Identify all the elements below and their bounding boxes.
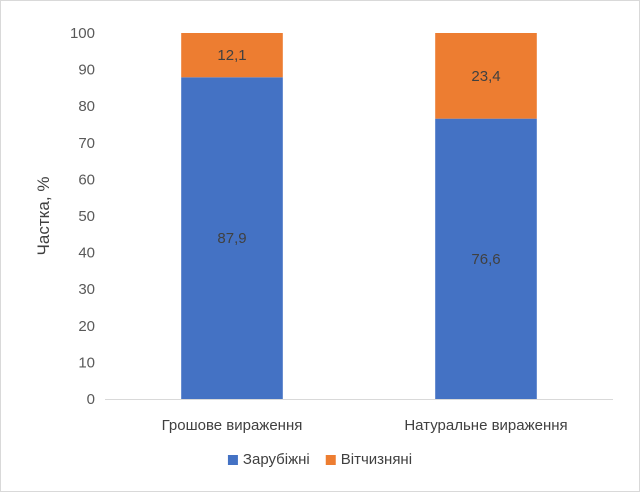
x-category-label: Натуральне вираження [404, 417, 567, 434]
y-tick-label: 100 [70, 25, 95, 42]
y-tick-label: 20 [78, 318, 95, 335]
data-labels: 87,9 12,1 76,6 23,4 [217, 47, 500, 268]
legend-label: Зарубіжні [243, 451, 310, 468]
y-tick-label: 60 [78, 171, 95, 188]
x-category-label: Грошове вираження [162, 417, 303, 434]
data-label: 23,4 [471, 68, 500, 85]
y-tick-label: 40 [78, 245, 95, 262]
y-tick-label: 0 [87, 391, 95, 408]
y-tick-label: 50 [78, 208, 95, 225]
y-tick-label: 80 [78, 98, 95, 115]
legend: Зарубіжні Вітчизняні [227, 451, 412, 468]
legend-label: Вітчизняні [341, 451, 412, 468]
y-tick-label: 90 [78, 62, 95, 79]
bar-segment [435, 33, 537, 119]
legend-item: Вітчизняні [325, 451, 412, 468]
y-axis-ticks: 0 10 20 30 40 50 60 70 80 90 100 [70, 25, 95, 408]
data-label: 12,1 [217, 47, 246, 64]
legend-swatch [227, 455, 238, 465]
legend-swatch [325, 455, 336, 465]
legend-item: Зарубіжні [227, 451, 310, 468]
y-axis-title: Частка, % [34, 177, 53, 256]
x-axis-categories: Грошове вираження Натуральне вираження [162, 417, 568, 434]
bars [181, 33, 537, 400]
bar-segment [435, 118, 537, 400]
data-label: 87,9 [217, 230, 246, 247]
y-tick-label: 70 [78, 135, 95, 152]
bar-segment [181, 77, 283, 399]
y-tick-label: 30 [78, 281, 95, 298]
data-label: 76,6 [471, 251, 500, 268]
y-tick-label: 10 [78, 354, 95, 371]
bar-segment [181, 33, 283, 78]
